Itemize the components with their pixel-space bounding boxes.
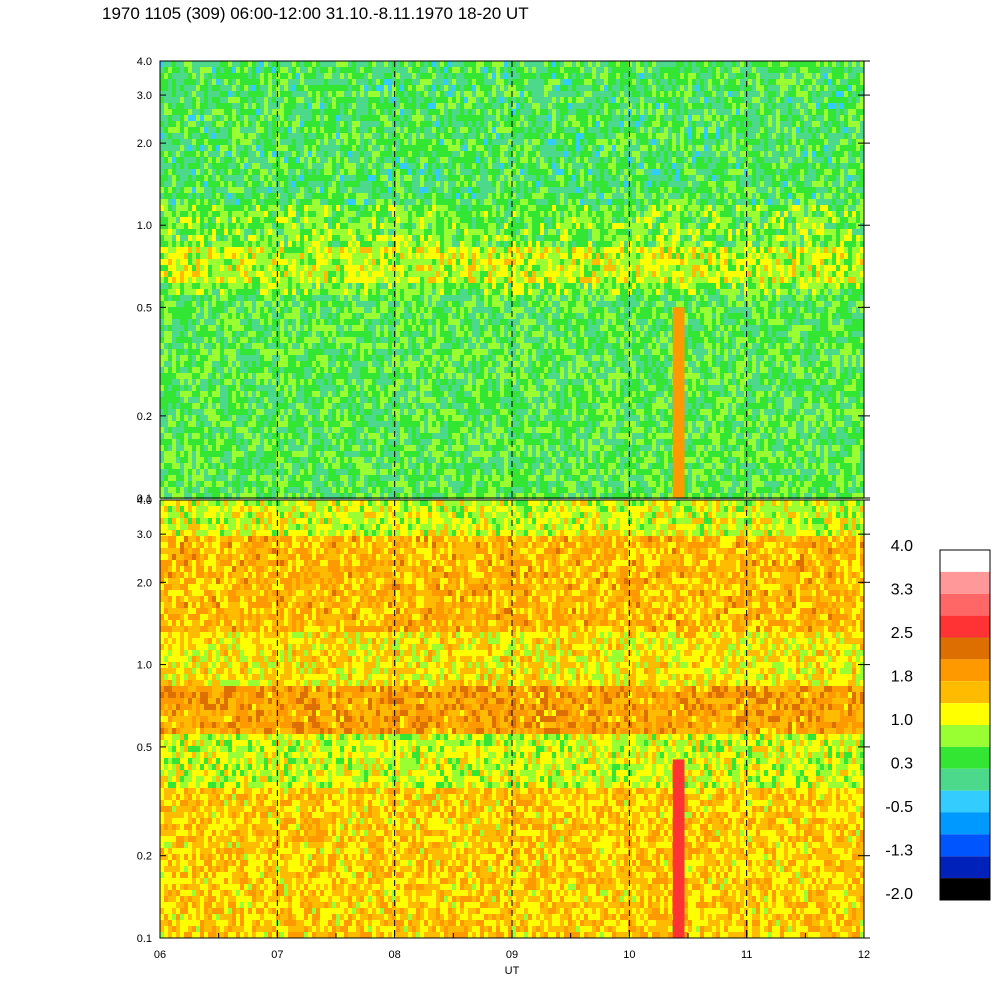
colorbar-label: -1.3 bbox=[885, 843, 913, 860]
colorbar-segment bbox=[940, 725, 990, 747]
x-axis-title: UT bbox=[505, 965, 520, 977]
colorbar-label: 0.3 bbox=[891, 756, 913, 773]
colorbar-segment bbox=[940, 834, 990, 856]
colorbar-label: 1.8 bbox=[891, 669, 913, 686]
colorbar-segment bbox=[940, 572, 990, 594]
colorbar-segment bbox=[940, 769, 990, 791]
emission-burst bbox=[673, 307, 685, 498]
colorbar-segment bbox=[940, 616, 990, 638]
colorbar-segment bbox=[940, 659, 990, 681]
y-tick-label: 1.0 bbox=[137, 660, 152, 672]
x-tick-label: 11 bbox=[741, 949, 752, 961]
colorbar-label: 2.5 bbox=[891, 625, 913, 642]
colorbar-label: 1.0 bbox=[891, 712, 913, 729]
colorbar-segment bbox=[940, 747, 990, 769]
colorbar-segment bbox=[940, 878, 990, 900]
colorbar-segment bbox=[940, 638, 990, 660]
colorbar-segment bbox=[940, 681, 990, 703]
emission-burst bbox=[673, 759, 685, 938]
x-tick-label: 09 bbox=[506, 949, 518, 961]
x-tick-label: 06 bbox=[154, 949, 166, 961]
y-tick-label: 1.0 bbox=[137, 220, 152, 232]
colorbar-label: -0.5 bbox=[885, 799, 913, 816]
y-tick-label: 4.0 bbox=[137, 495, 152, 507]
x-tick-label: 07 bbox=[271, 949, 283, 961]
colorbar-segment bbox=[940, 813, 990, 835]
x-tick-label: 08 bbox=[389, 949, 401, 961]
y-tick-label: 0.5 bbox=[137, 742, 152, 754]
x-tick-label: 10 bbox=[623, 949, 635, 961]
bottom-panel: 0.1 0.2 0.5 1.0 2.0 3.0 4.0 06 07 08 09 10 11 12 UT bbox=[137, 495, 870, 977]
y-tick-label: 4.0 bbox=[137, 56, 152, 68]
y-tick-label: 3.0 bbox=[137, 90, 152, 102]
y-tick-label: 2.0 bbox=[137, 577, 152, 589]
y-tick-label: 0.5 bbox=[137, 302, 152, 314]
colorbar-label: -2.0 bbox=[885, 886, 913, 903]
colorbar-segment bbox=[940, 856, 990, 878]
y-tick-label: 2.0 bbox=[137, 138, 152, 150]
colorbar-segment bbox=[940, 594, 990, 616]
top-panel: 0.10.20.51.02.03.04.0 bbox=[137, 56, 870, 505]
y-tick-label: 3.0 bbox=[137, 529, 152, 541]
y-tick-label: 0.2 bbox=[137, 411, 152, 423]
y-tick-label: 0.1 bbox=[137, 933, 152, 945]
colorbar-label: 3.3 bbox=[891, 582, 913, 599]
colorbar-segment bbox=[940, 703, 990, 725]
colorbar-segment bbox=[940, 550, 990, 572]
x-tick-label: 12 bbox=[858, 949, 870, 961]
colorbar-segment bbox=[940, 791, 990, 813]
colorbar: 4.0 3.3 2.5 1.8 1.0 0.3 -0.5 -1.3 -2.0 bbox=[885, 538, 990, 903]
colorbar-label: 4.0 bbox=[891, 538, 913, 555]
y-tick-label: 0.2 bbox=[137, 851, 152, 863]
